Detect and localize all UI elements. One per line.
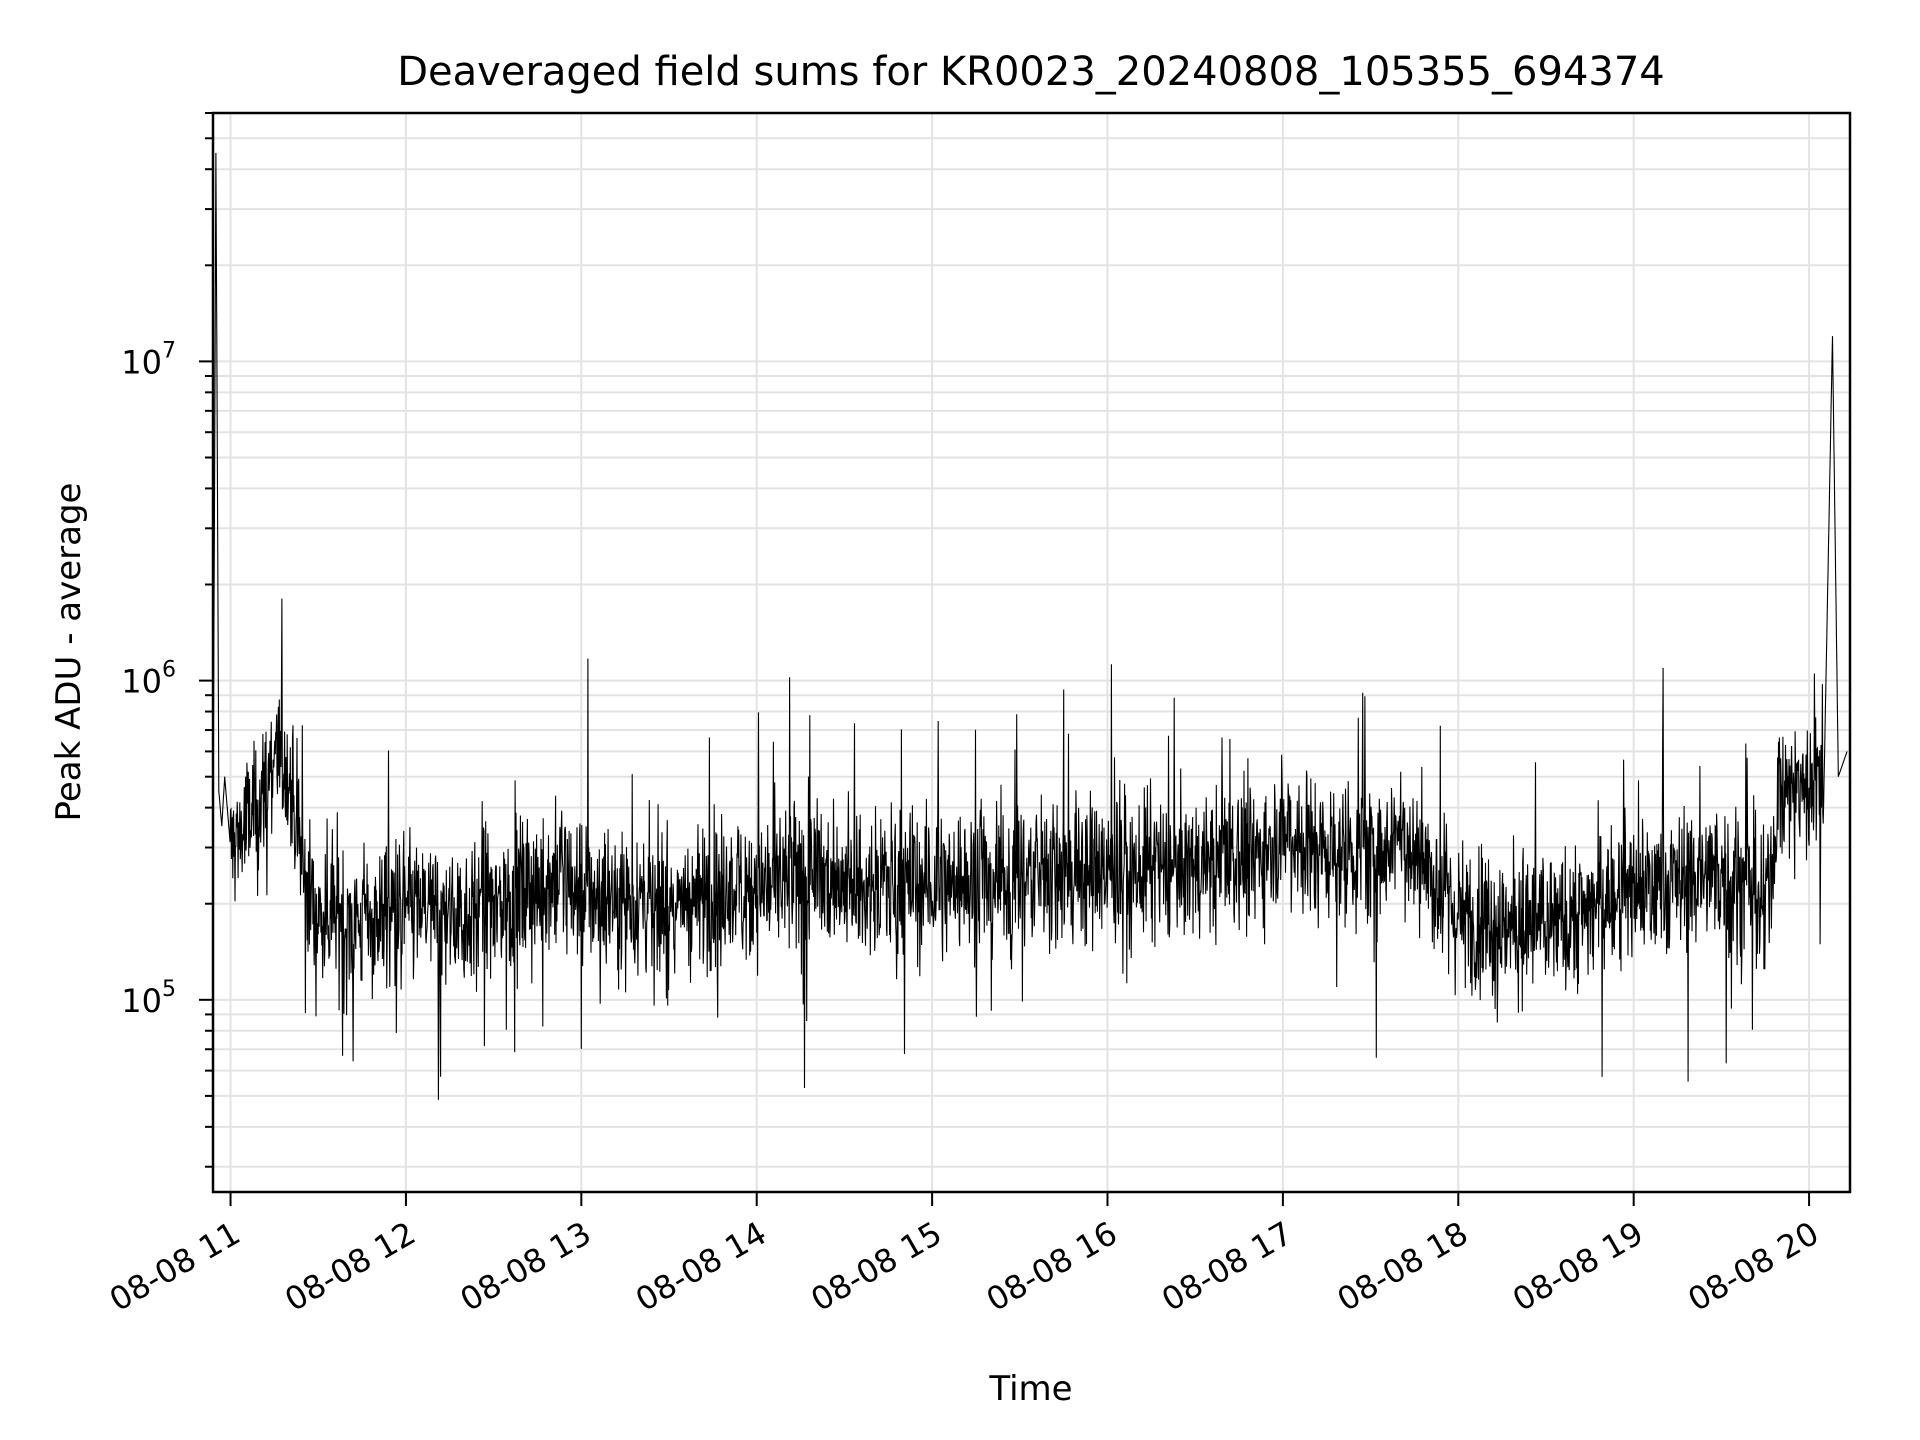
y-tick-base: 10 [121,982,162,1020]
y-axis-label: Peak ADU - average [49,483,89,822]
y-tick-exponent: 6 [162,658,176,683]
y-tick-exponent: 5 [162,977,176,1002]
series-layer [212,152,1848,1100]
plot-frame [211,111,1852,1194]
y-tick-label: 107 [121,338,176,381]
y-tick-label: 105 [121,977,176,1020]
y-tick-exponent: 7 [162,338,176,363]
y-tick-base: 10 [121,663,162,701]
y-tick-base: 10 [121,343,162,381]
x-axis-label: Time [988,1369,1072,1409]
chart-title: Deaveraged field sums for KR0023_2024080… [397,49,1665,95]
y-tick-label: 106 [121,658,176,701]
series-line [212,152,1848,1100]
